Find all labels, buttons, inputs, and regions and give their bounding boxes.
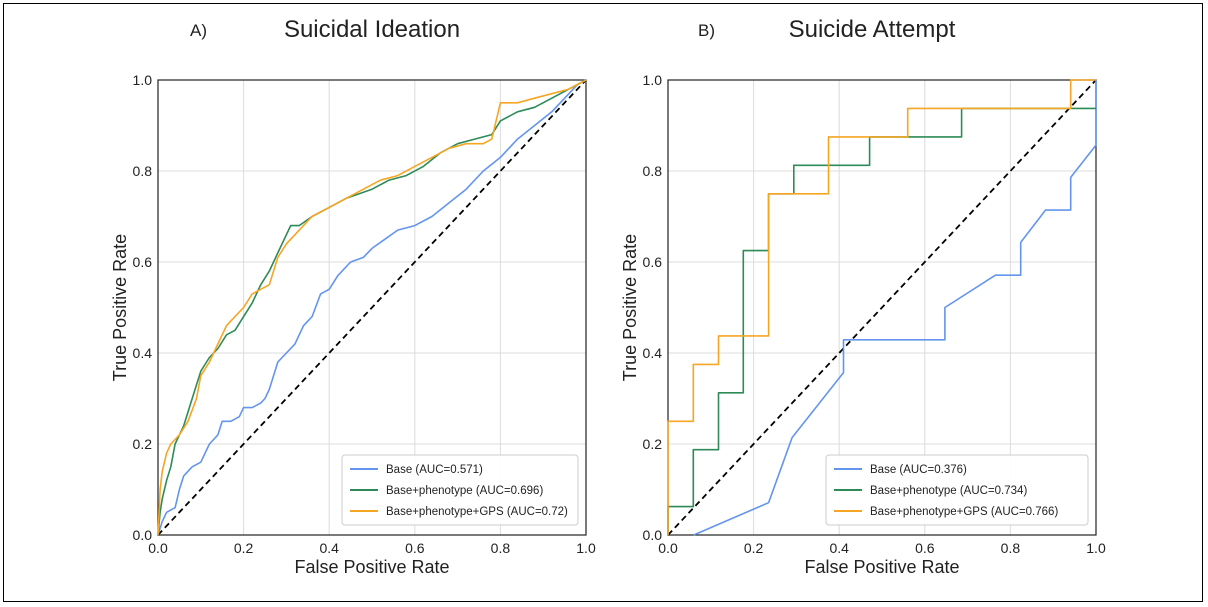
legend-box — [341, 454, 579, 526]
x-axis-label: False Positive Rate — [804, 557, 959, 577]
series-line-base — [157, 79, 587, 536]
chance-diagonal-line — [157, 79, 587, 536]
x-tick-label: 0.2 — [234, 540, 254, 556]
y-tick-label: 0.2 — [133, 436, 153, 452]
x-tick-label: 0.2 — [744, 540, 764, 556]
x-tick-label: 0.6 — [915, 540, 935, 556]
legend: Base (AUC=0.571) Base+phenotype (AUC=0.69… — [341, 454, 579, 526]
x-tick-label: 0.0 — [148, 540, 168, 556]
y-axis-label: True Positive Rate — [110, 234, 130, 381]
x-axis-label: False Positive Rate — [294, 557, 449, 577]
y-tick-label: 0.0 — [643, 527, 663, 543]
series-line-base-phenotype-gps — [157, 79, 587, 536]
panel-label: B) — [698, 21, 715, 40]
y-tick-label: 0.8 — [643, 163, 663, 179]
legend-box — [825, 454, 1089, 526]
series-line-base-phenotype — [157, 79, 587, 536]
y-tick-label: 0.0 — [133, 527, 153, 543]
y-tick-label: 0.4 — [643, 345, 663, 361]
y-tick-label: 1.0 — [643, 72, 663, 88]
x-tick-label: 0.6 — [405, 540, 425, 556]
plot-area-frame — [667, 79, 1097, 536]
figure-frame — [3, 3, 1203, 602]
y-tick-label: 0.6 — [643, 254, 663, 270]
x-tick-label: 0.8 — [491, 540, 511, 556]
x-tick-label: 0.8 — [1001, 540, 1021, 556]
x-tick-label: 0.4 — [829, 540, 849, 556]
x-tick-label: 1.0 — [576, 540, 596, 556]
x-tick-label: 0.0 — [658, 540, 678, 556]
panel-a: 0.0 0.2 0.4 0.6 0.8 1.0 0.0 0.2 0.4 0.6 0.8 1.0 Fals… — [110, 16, 596, 577]
chart-title: Suicidal Ideation — [284, 16, 460, 43]
legend-entry: Base+phenotype (AUC=0.734) — [870, 485, 1027, 497]
legend: Base (AUC=0.376) Base+phenotype (AUC=0.73… — [825, 454, 1089, 526]
plot-area-frame — [157, 79, 587, 536]
panel-b: 0.0 0.2 0.4 0.6 0.8 1.0 0.0 0.2 0.4 0.6 0.8 1.0 Fals… — [620, 16, 1106, 577]
x-tick-label: 0.4 — [319, 540, 339, 556]
chart-title: Suicide Attempt — [789, 16, 956, 43]
panel-label: A) — [190, 21, 207, 40]
series-line-base-phenotype-gps — [667, 79, 1096, 535]
y-tick-label: 1.0 — [133, 72, 153, 88]
y-tick-label: 0.2 — [643, 436, 663, 452]
y-tick-label: 0.6 — [133, 254, 153, 270]
chance-diagonal-line — [667, 79, 1097, 536]
legend-entry: Base+phenotype+GPS (AUC=0.72) — [386, 506, 568, 518]
legend-entry: Base (AUC=0.376) — [870, 464, 967, 476]
y-tick-label: 0.4 — [133, 345, 153, 361]
y-tick-label: 0.8 — [133, 163, 153, 179]
y-axis-label: True Positive Rate — [620, 234, 640, 381]
series-line-base — [693, 80, 1097, 536]
legend-entry: Base+phenotype+GPS (AUC=0.766) — [870, 506, 1058, 518]
x-tick-label: 1.0 — [1086, 540, 1106, 556]
series-line-base-phenotype — [667, 107, 1096, 535]
legend-entry: Base+phenotype (AUC=0.696) — [386, 485, 543, 497]
legend-entry: Base (AUC=0.571) — [386, 464, 483, 476]
